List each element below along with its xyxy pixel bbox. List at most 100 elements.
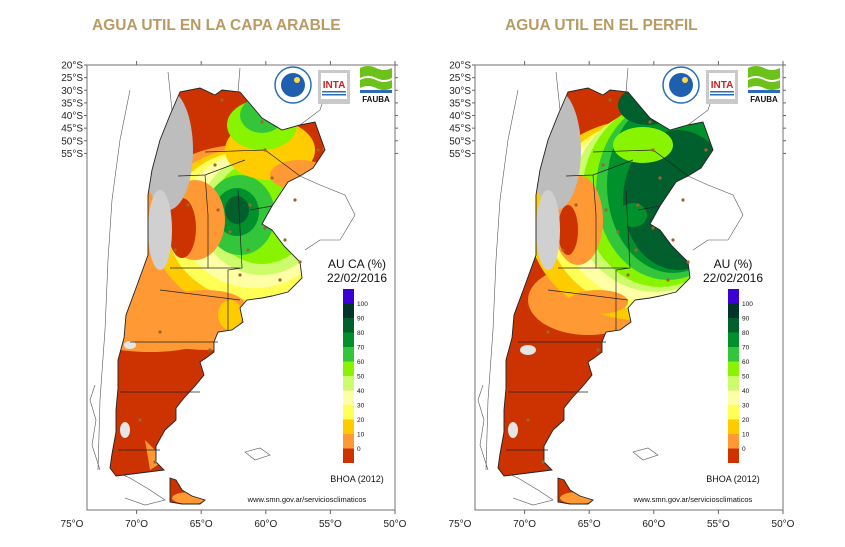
- map-right: INTA FAUBA AU (%) 22/02/2016 100 90 80 70 60…: [449, 61, 795, 531]
- legend-label: 30: [742, 403, 750, 410]
- legend-swatch: [728, 289, 739, 304]
- smn-logo: [274, 66, 312, 104]
- lon-label: 55°O: [707, 519, 730, 530]
- legend-swatch: [728, 390, 739, 405]
- legend-label: 0: [357, 446, 361, 453]
- legend-label: 10: [357, 432, 365, 439]
- smn-logo: [662, 66, 700, 104]
- lat-label: 30°S: [61, 86, 83, 97]
- legend-swatch: [728, 318, 739, 333]
- legend-title: AU (%): [714, 257, 753, 271]
- legend-swatch: [343, 390, 354, 405]
- legend-swatch: [343, 405, 354, 420]
- lon-label: 50°O: [772, 519, 795, 530]
- lat-label: 45°S: [61, 124, 83, 135]
- legend-label: 40: [357, 388, 365, 395]
- legend-swatch: [343, 332, 354, 347]
- legend-swatch: [343, 434, 354, 449]
- legend-title: AU CA (%): [328, 257, 386, 271]
- neighbor-countries: [89, 67, 356, 506]
- lon-label: 50°O: [384, 519, 407, 530]
- legend-label: 20: [357, 417, 365, 424]
- neighbor-countries: [477, 67, 744, 506]
- legend-swatch: [728, 448, 739, 463]
- legend-swatch: [728, 347, 739, 362]
- fauba-logo: FAUBA: [748, 66, 780, 104]
- legend-label: 90: [742, 316, 750, 323]
- lat-label: 35°S: [61, 98, 83, 109]
- lon-label: 75°O: [449, 519, 472, 530]
- legend-swatch: [728, 419, 739, 434]
- lon-label: 60°O: [642, 519, 665, 530]
- legend-label: 20: [742, 417, 750, 424]
- legend-swatch: [728, 434, 739, 449]
- map-left: INTA FAUBA AU CA (%) 22/02/2016 10090807…: [61, 61, 407, 531]
- credit-url: www.smn.gov.ar/serviciosclimaticos: [633, 495, 753, 504]
- station-dots: [138, 98, 320, 464]
- legend-swatch: [343, 303, 354, 318]
- lon-label: 65°O: [578, 519, 601, 530]
- lat-label: 20°S: [61, 61, 83, 72]
- lon-label: 60°O: [254, 519, 277, 530]
- lon-label: 65°O: [190, 519, 213, 530]
- legend-label: 80: [742, 330, 750, 337]
- lat-label: 35°S: [449, 98, 471, 109]
- lat-label: 25°S: [449, 73, 471, 84]
- legend-swatch: [343, 318, 354, 333]
- legend-label: 100: [742, 301, 753, 308]
- legend-label: 30: [357, 403, 365, 410]
- legend-label: 50: [742, 374, 750, 381]
- legend-date: 22/02/2016: [327, 271, 387, 285]
- legend-swatch: [728, 361, 739, 376]
- model-label: BHOA (2012): [706, 474, 760, 484]
- lat-label: 55°S: [61, 149, 83, 160]
- legend-swatch: [728, 405, 739, 420]
- fauba-logo-text: FAUBA: [362, 95, 390, 104]
- model-label: BHOA (2012): [330, 474, 384, 484]
- axes: 20°S25°S 30°S35°S 40°S 45°S50°S 55°S 75°O 70°O…: [449, 61, 795, 531]
- lon-label: 75°O: [61, 519, 84, 530]
- axes: 20°S25°S 30°S35°S 40°S 45°S50°S 55°S 75°O 70°O…: [61, 61, 407, 531]
- lat-label: 40°S: [61, 111, 83, 122]
- inta-logo-text: INTA: [323, 80, 346, 91]
- inta-logo: INTA: [318, 70, 350, 104]
- legend-label: 100: [357, 301, 368, 308]
- legend-label: 60: [742, 359, 750, 366]
- legend-label: 90: [357, 316, 365, 323]
- lat-label: 55°S: [449, 149, 471, 160]
- lon-label: 70°O: [513, 519, 536, 530]
- lon-label: 55°O: [319, 519, 342, 530]
- legend-swatch: [343, 376, 354, 391]
- inta-logo-text: INTA: [711, 80, 734, 91]
- fauba-logo: FAUBA: [360, 66, 392, 104]
- legend-swatch: [343, 347, 354, 362]
- lat-label: 30°S: [449, 86, 471, 97]
- lon-label: 70°O: [125, 519, 148, 530]
- legend-swatch: [728, 376, 739, 391]
- legend-date: 22/02/2016: [703, 271, 763, 285]
- legend-label: 60: [357, 359, 365, 366]
- legend-swatch: [343, 419, 354, 434]
- legend-swatch: [343, 289, 354, 304]
- legend-label: 70: [742, 345, 750, 352]
- legend-label: 80: [357, 330, 365, 337]
- lat-label: 50°S: [61, 136, 83, 147]
- panel-title-perfil: AGUA UTIL EN EL PERFIL: [505, 17, 698, 34]
- lat-label: 40°S: [449, 111, 471, 122]
- panel-title-capa-arable: AGUA UTIL EN LA CAPA ARABLE: [92, 17, 341, 34]
- lat-label: 25°S: [61, 73, 83, 84]
- legend-swatch: [728, 303, 739, 318]
- inta-logo: INTA: [706, 70, 738, 104]
- legend-label: 40: [742, 388, 750, 395]
- credit-url: www.smn.gov.ar/serviciosclimaticos: [247, 495, 367, 504]
- lat-label: 45°S: [449, 124, 471, 135]
- station-dots: [526, 98, 708, 464]
- legend-swatch: [728, 332, 739, 347]
- legend-label: 50: [357, 374, 365, 381]
- legend-swatch: [343, 361, 354, 376]
- legend-swatch: [343, 448, 354, 463]
- legend-label: 70: [357, 345, 365, 352]
- legend-label: 0: [742, 446, 746, 453]
